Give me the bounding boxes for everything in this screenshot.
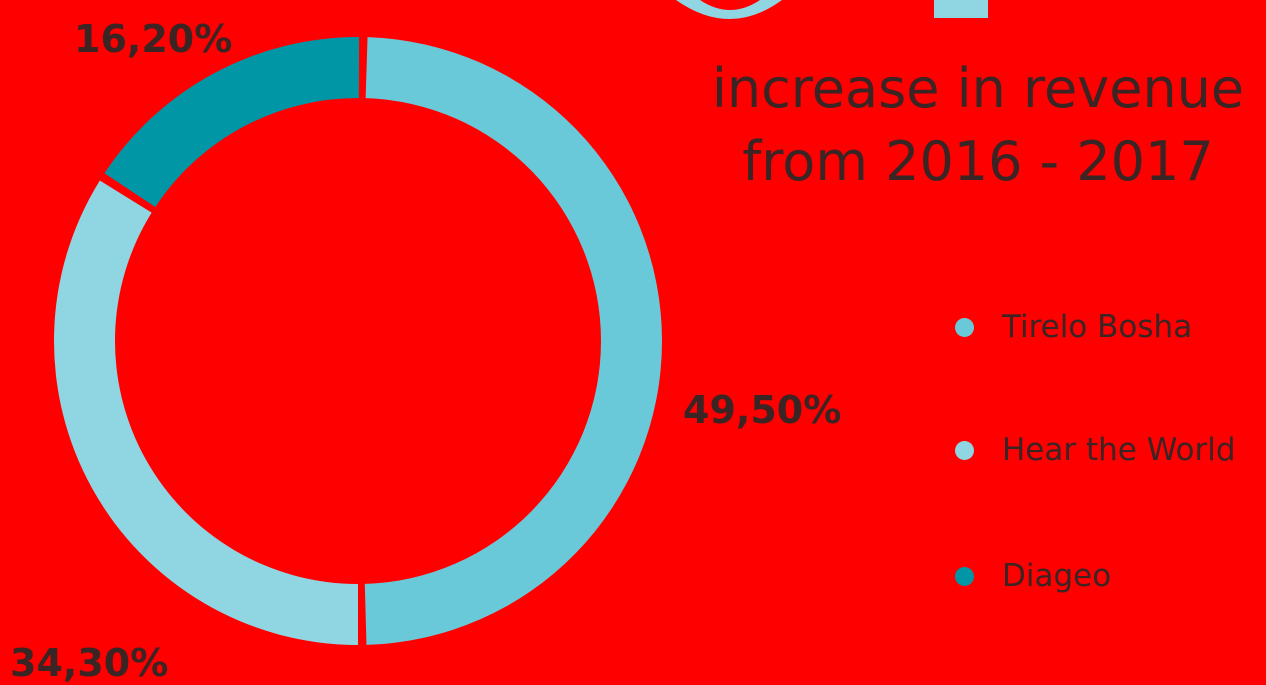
data-label-hear-the-world: 34,30%: [10, 641, 169, 685]
donut-slice-diageo: [104, 36, 360, 207]
legend-label: Tirelo Bosha: [1002, 309, 1193, 345]
donut-slice-hear-the-world: [53, 180, 358, 646]
headline-digit-fragment-left: [676, 0, 782, 19]
legend-label: Diageo: [1002, 558, 1112, 594]
legend-dot-icon: [955, 317, 974, 337]
headline-line-1: increase in revenue: [711, 57, 1245, 120]
legend-item-tirelo-bosha: Tirelo Bosha: [955, 307, 1192, 347]
headline-number-fragment: [676, 0, 988, 19]
donut-slice-tirelo-bosha: [364, 37, 663, 645]
legend-label: Hear the World: [1002, 432, 1236, 468]
headline-digit-fragment-right: [934, 0, 988, 18]
donut-ring: [53, 36, 663, 646]
legend-dot-icon: [955, 440, 974, 460]
data-label-diageo: 16,20%: [74, 17, 233, 61]
data-label-tirelo-bosha: 49,50%: [683, 388, 842, 432]
legend-item-hear-the-world: Hear the World: [955, 430, 1236, 470]
headline-line-2: from 2016 - 2017: [742, 130, 1214, 193]
legend-item-diageo: Diageo: [955, 556, 1111, 596]
legend-dot-icon: [955, 566, 974, 586]
